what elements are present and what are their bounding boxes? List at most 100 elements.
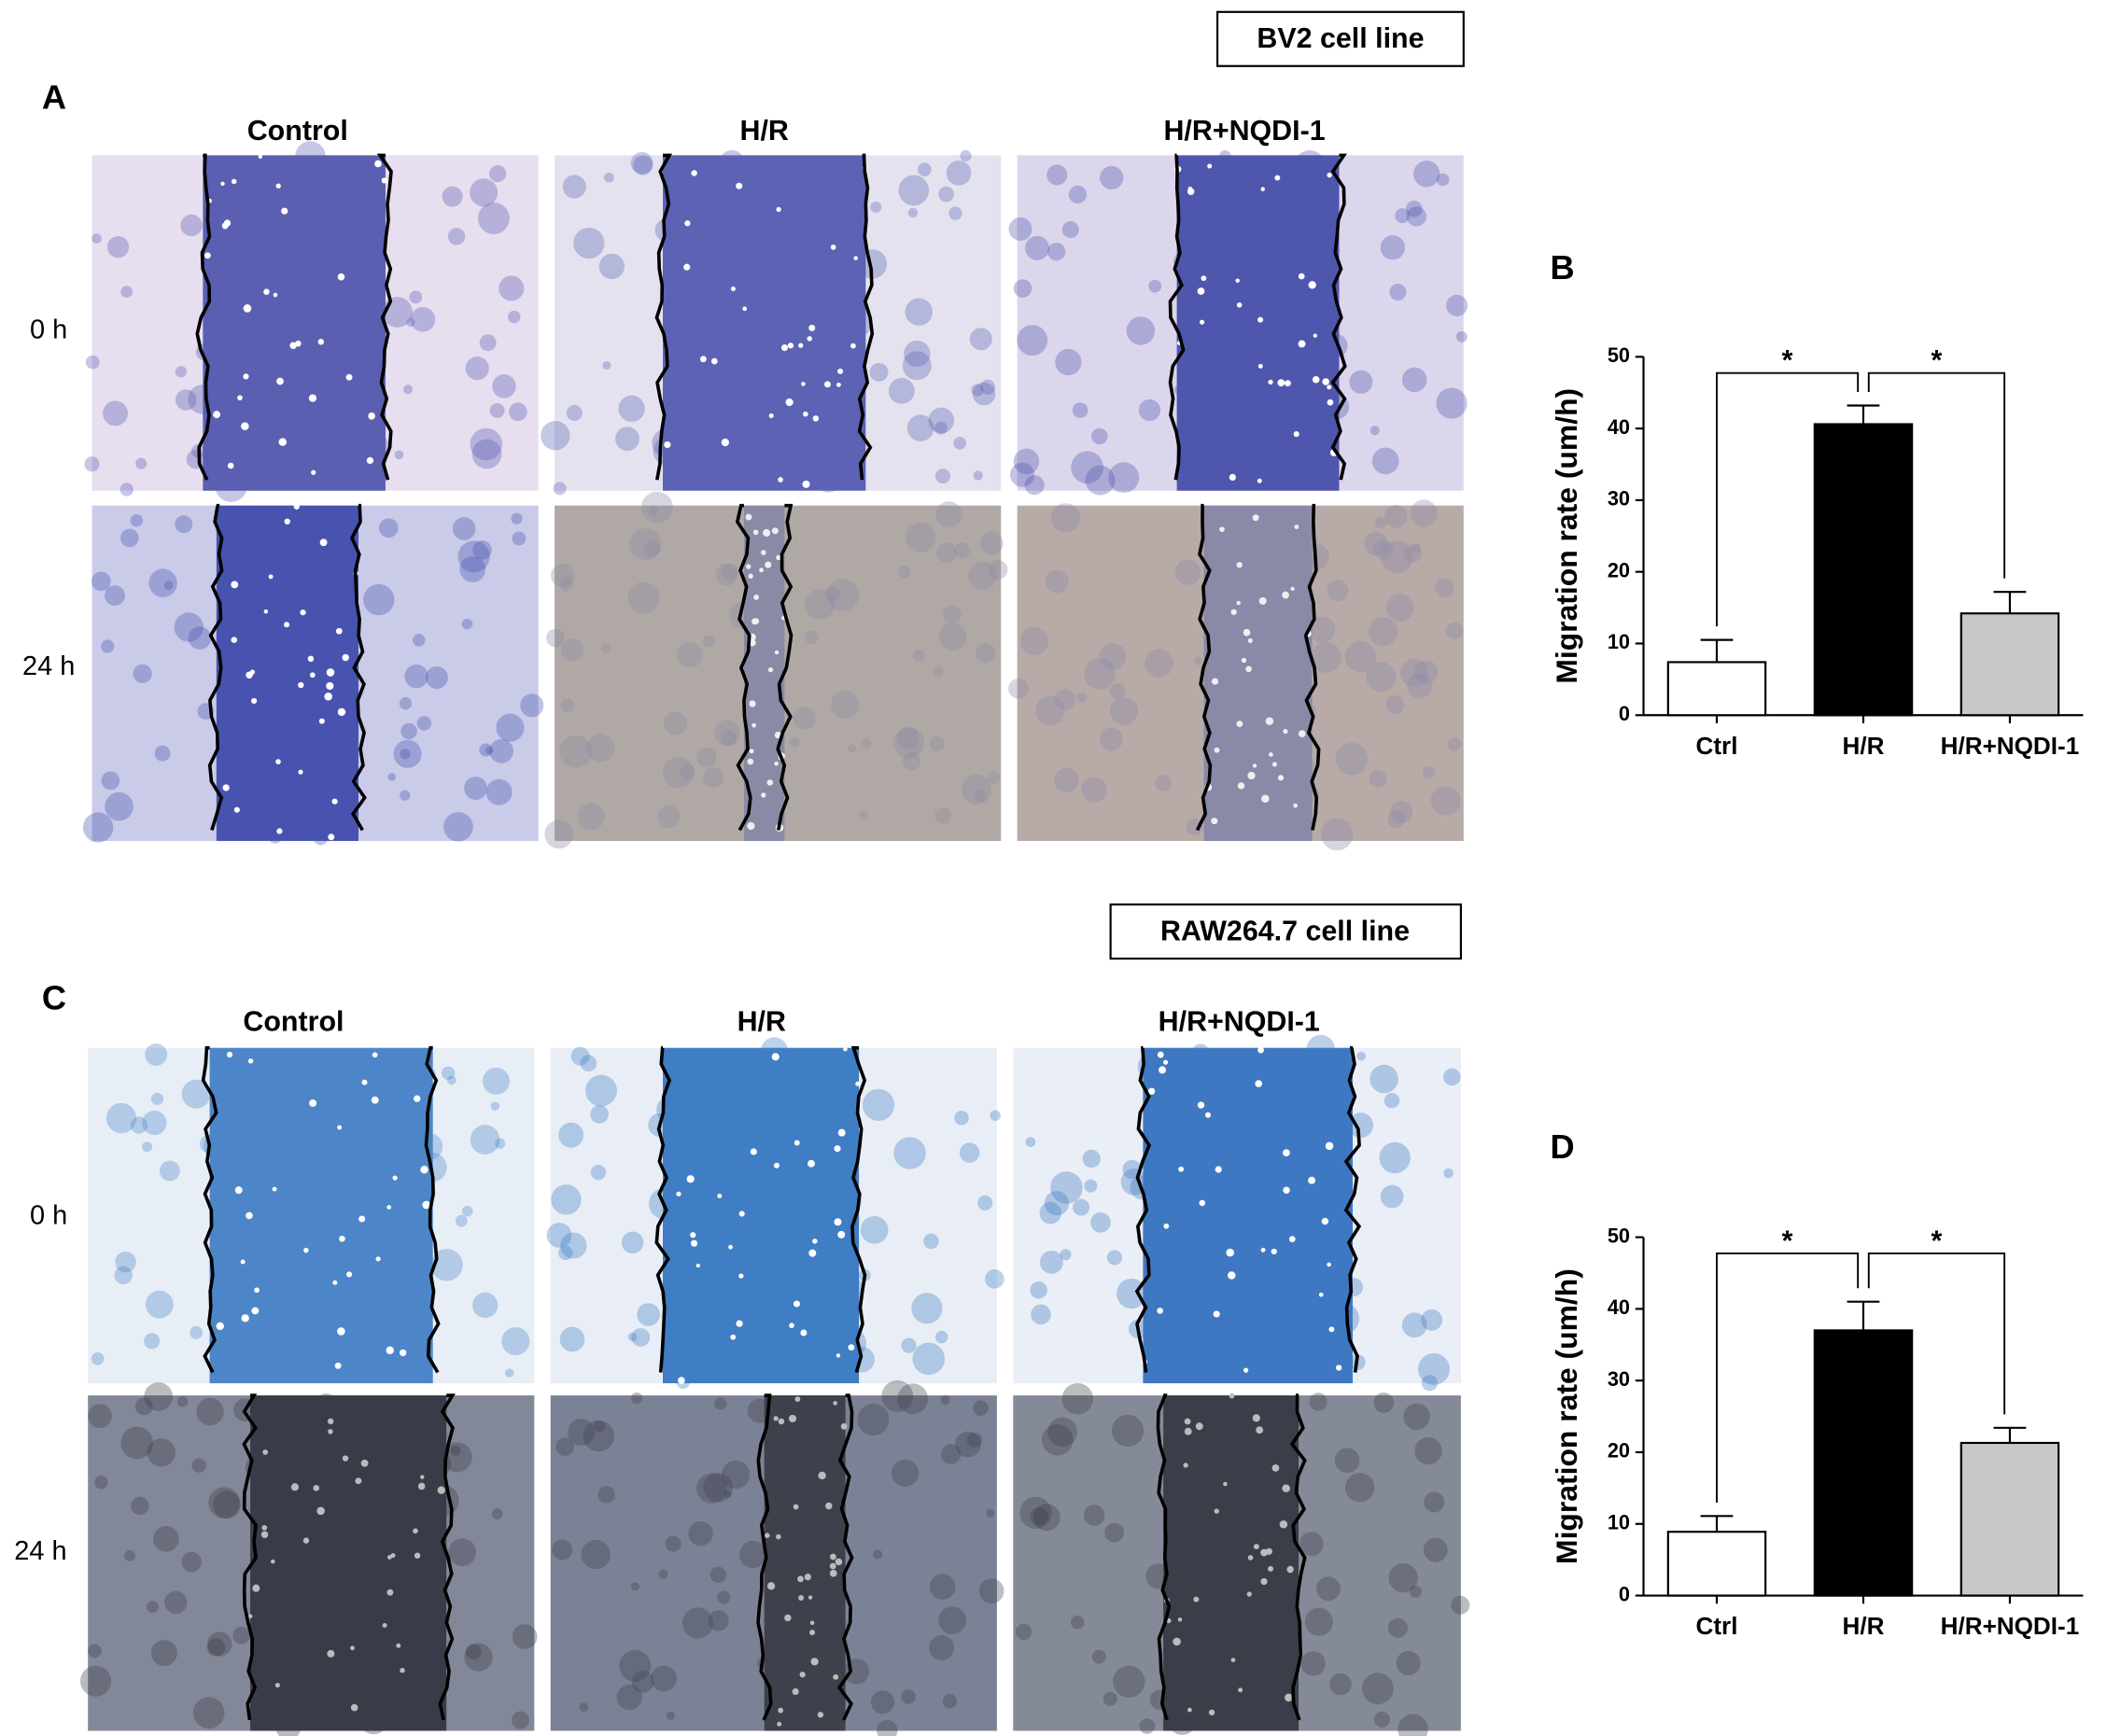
cell-gap <box>615 427 639 452</box>
cell-gap <box>1387 809 1406 829</box>
floating-cell <box>835 1558 843 1566</box>
y-tick-label: 20 <box>1608 1439 1630 1463</box>
cell-gap <box>560 698 575 713</box>
cell-gap <box>1299 1532 1324 1557</box>
floating-cell <box>252 1584 260 1592</box>
cell-gap <box>721 563 738 581</box>
floating-cell <box>765 561 772 568</box>
floating-cell <box>1229 1393 1235 1399</box>
floating-cell <box>313 1484 320 1491</box>
cell-gap <box>898 175 930 206</box>
floating-cell <box>337 1327 345 1336</box>
cell-gap <box>1138 399 1161 422</box>
cell-gap <box>1139 1718 1156 1734</box>
cell-gap <box>948 206 962 220</box>
floating-cell <box>736 182 743 189</box>
floating-cell <box>1162 1059 1169 1065</box>
floating-cell <box>328 1429 333 1435</box>
significance-bracket <box>1716 1253 1860 1503</box>
column-label: Control <box>247 115 348 147</box>
cell-gap <box>573 227 605 259</box>
cell-gap <box>393 739 422 768</box>
floating-cell <box>1238 1687 1243 1693</box>
floating-cell <box>778 477 783 483</box>
cell-gap <box>181 1551 203 1573</box>
cell-gap <box>79 1665 112 1697</box>
floating-cell <box>1178 1166 1185 1172</box>
row-label: 0 h <box>30 1200 67 1230</box>
floating-cell <box>785 398 794 407</box>
cell-gap <box>1414 1436 1442 1465</box>
cell-gap <box>485 746 494 755</box>
floating-cell <box>1199 1199 1206 1207</box>
cell-gap <box>1044 1190 1070 1216</box>
floating-cell <box>840 1422 848 1430</box>
cell-gap <box>472 540 492 560</box>
floating-cell <box>1253 1544 1259 1550</box>
wound-area <box>663 155 866 491</box>
floating-cell <box>768 413 774 419</box>
cell-gap <box>717 1590 731 1604</box>
cell-gap <box>1384 1092 1400 1109</box>
floating-cell <box>834 1218 842 1226</box>
cell-gap <box>1364 531 1388 556</box>
floating-cell <box>1235 278 1240 283</box>
cell-gap <box>703 1472 733 1503</box>
cell-gap <box>1401 1312 1427 1338</box>
floating-cell <box>776 206 781 213</box>
cell-gap <box>621 1231 644 1254</box>
cell-gap <box>188 626 212 650</box>
cell-gap <box>1091 427 1108 445</box>
cell-gap <box>176 1395 189 1407</box>
floating-cell <box>837 1128 846 1137</box>
cell-gap <box>450 1445 461 1456</box>
cell-gap <box>490 1101 500 1111</box>
cell-gap <box>1422 765 1436 779</box>
cell-gap <box>597 1486 615 1504</box>
floating-cell <box>751 722 756 728</box>
floating-cell <box>1257 478 1262 483</box>
cell-gap <box>410 306 436 332</box>
cell-gap <box>928 407 955 434</box>
bar <box>1666 1531 1767 1597</box>
floating-cell <box>309 1099 317 1107</box>
floating-cell <box>721 438 730 447</box>
cell-gap <box>101 771 120 791</box>
cell-gap <box>489 164 507 183</box>
cell-gap <box>406 317 415 328</box>
floating-cell <box>222 784 230 791</box>
cell-gap <box>643 539 661 557</box>
cell-gap <box>1047 1417 1077 1448</box>
floating-cell <box>1283 728 1288 735</box>
cell-gap <box>562 175 586 199</box>
column-label: Control <box>243 1006 344 1038</box>
cell-gap <box>1085 465 1116 496</box>
cell-gap <box>709 1566 727 1584</box>
bar <box>1666 661 1767 717</box>
cell-gap <box>959 1142 980 1163</box>
cell-gap <box>400 749 411 760</box>
cell-gap <box>477 203 510 234</box>
floating-cell <box>390 1553 396 1559</box>
cell-gap <box>824 586 840 602</box>
floating-cell <box>1257 316 1264 323</box>
floating-cell <box>738 1211 745 1217</box>
floating-cell <box>1283 1186 1290 1194</box>
cell-gap <box>448 1538 477 1566</box>
cell-gap <box>1145 649 1173 679</box>
floating-cell <box>1236 721 1243 728</box>
cell-gap <box>666 1711 675 1720</box>
cell-gap <box>943 605 962 624</box>
cell-gap <box>1024 475 1045 496</box>
cell-gap <box>1370 426 1380 436</box>
cell-gap <box>91 233 102 244</box>
cell-gap <box>1111 1414 1145 1448</box>
floating-cell <box>809 1630 815 1636</box>
cell-gap <box>1406 673 1433 699</box>
cell-gap <box>1030 1507 1048 1526</box>
cell-gap <box>946 160 972 186</box>
floating-cell <box>1271 1248 1277 1255</box>
floating-cell <box>318 718 325 724</box>
cell-gap <box>721 1460 751 1490</box>
cell-gap <box>1155 774 1173 791</box>
